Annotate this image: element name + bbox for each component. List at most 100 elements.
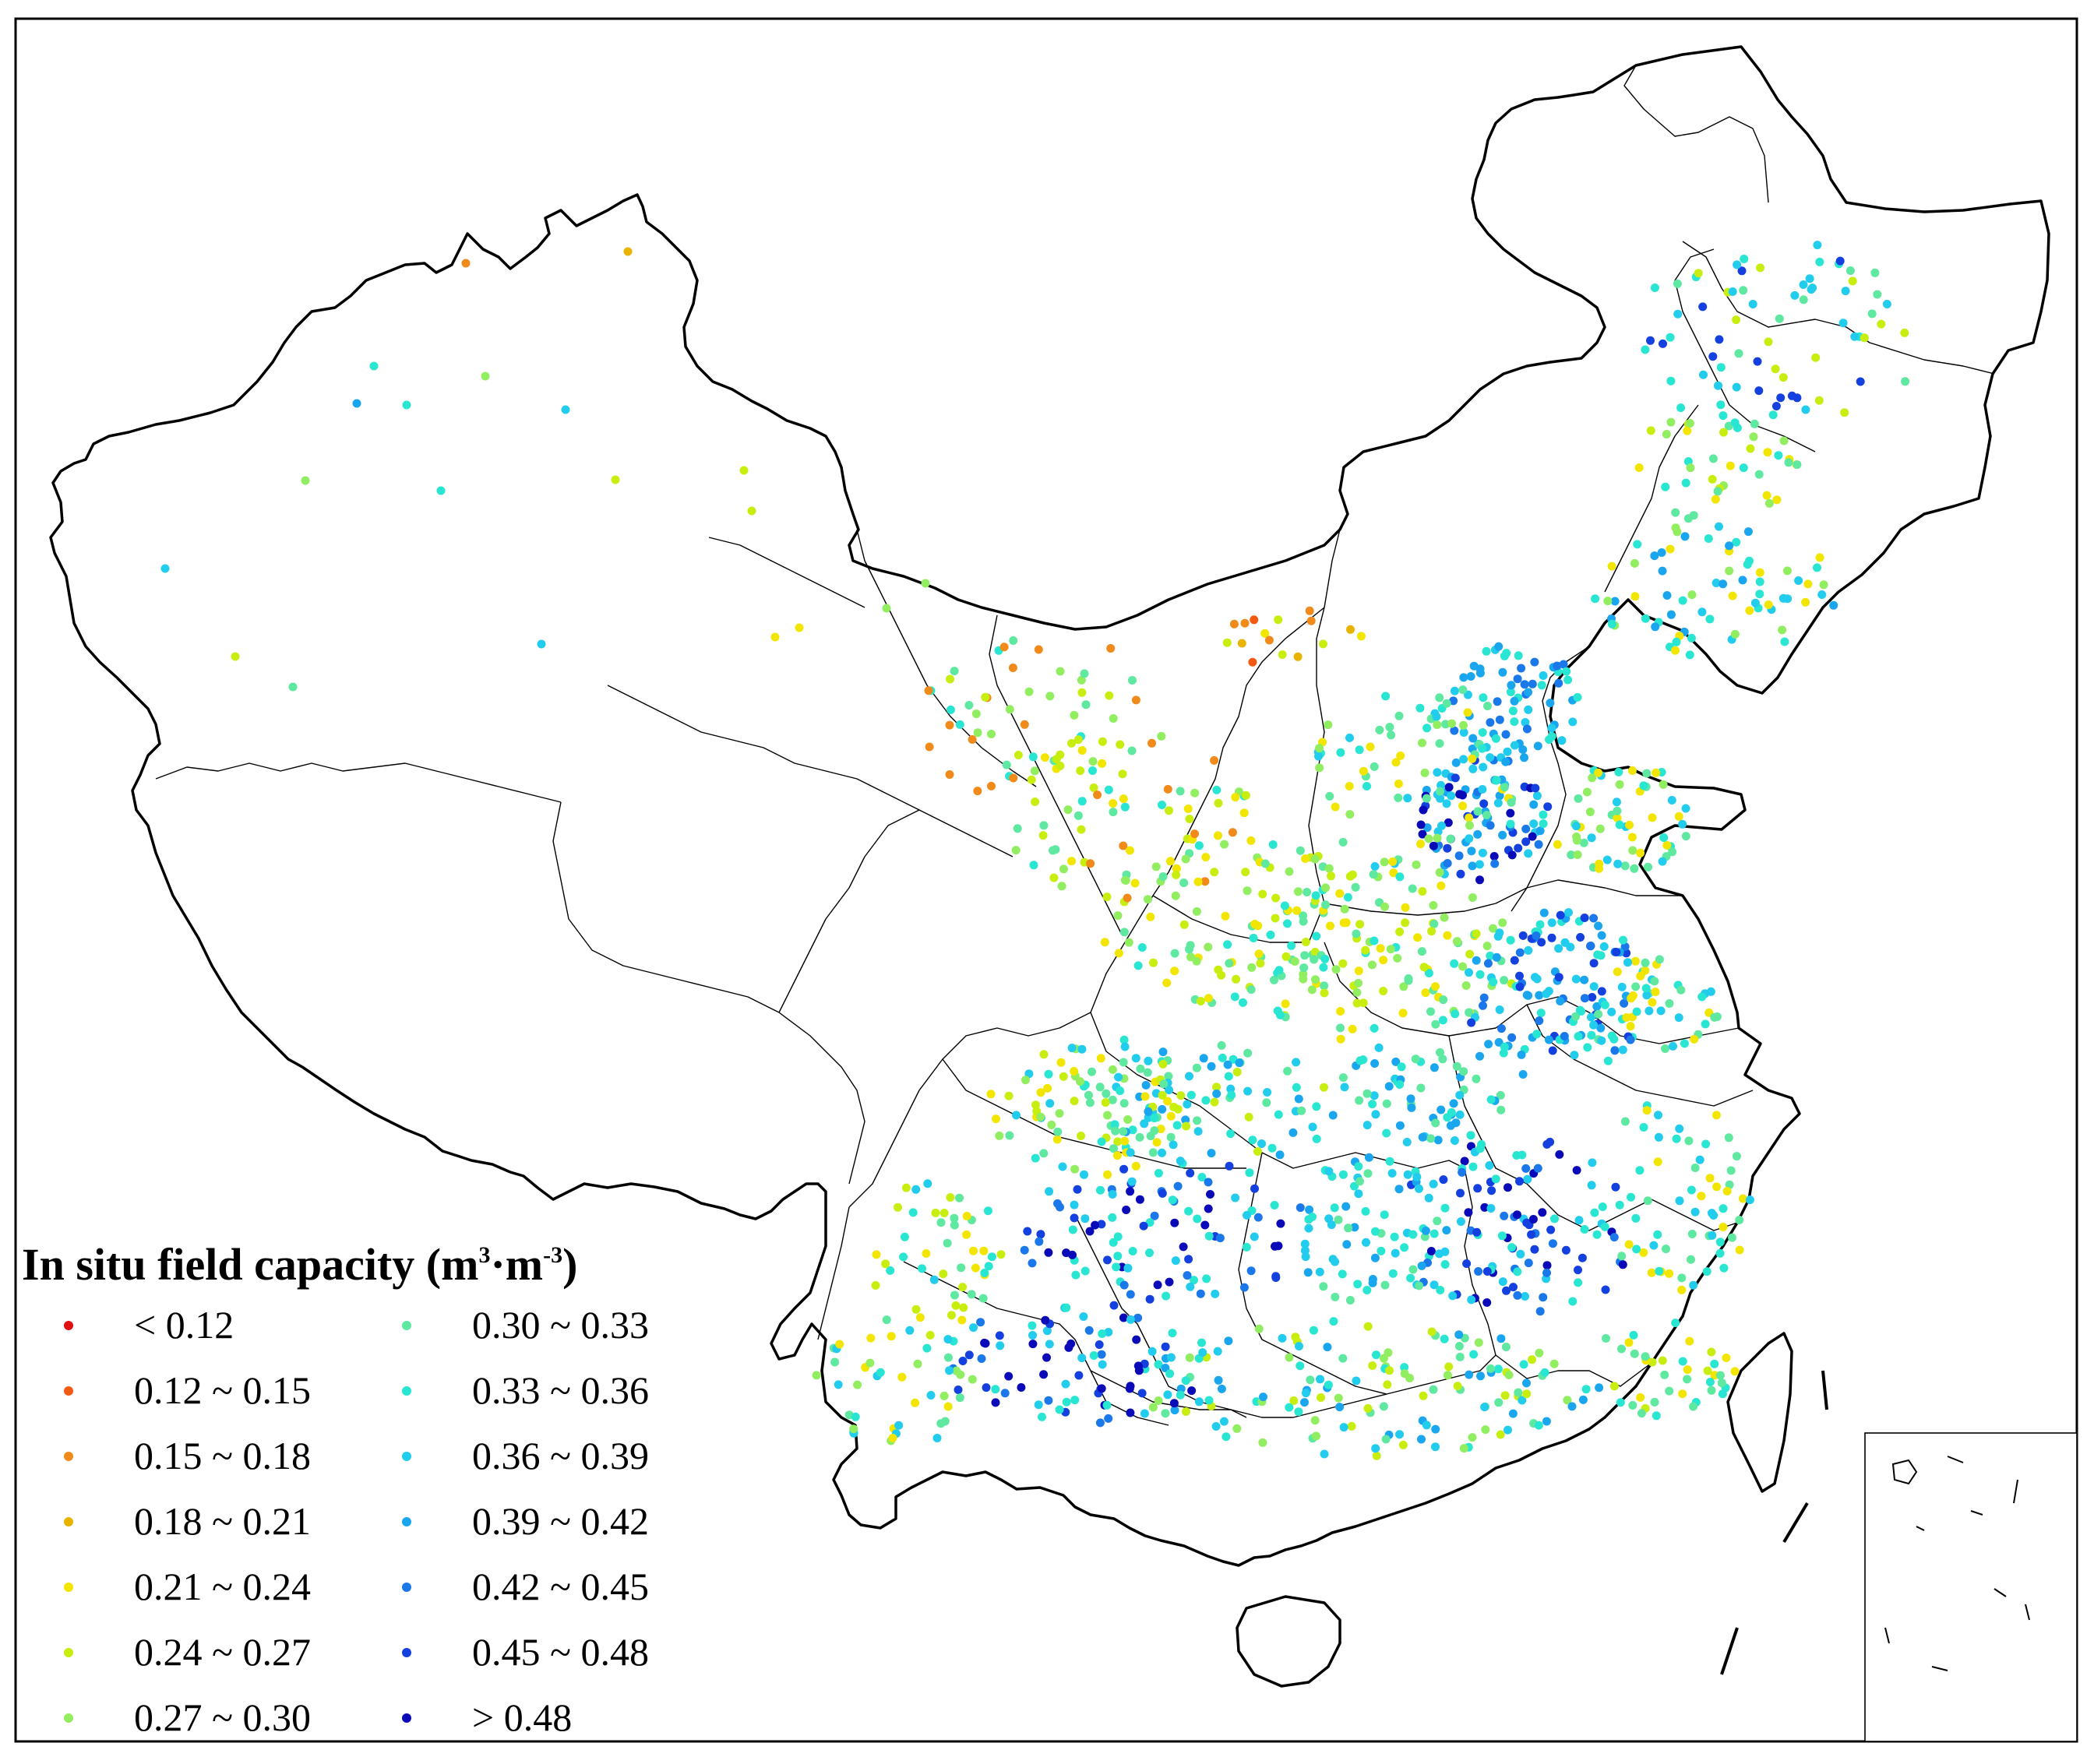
station-point <box>1617 1252 1627 1261</box>
station-point <box>1504 1425 1512 1435</box>
station-point <box>1324 1380 1333 1389</box>
station-point <box>1624 1338 1634 1347</box>
station-point <box>1363 1169 1373 1178</box>
station-point <box>1133 961 1143 970</box>
station-point <box>1144 1107 1153 1116</box>
station-point <box>1662 591 1672 600</box>
station-point <box>1840 408 1849 417</box>
station-point <box>1119 1035 1129 1044</box>
station-point <box>1352 988 1362 997</box>
station-point <box>1184 1255 1193 1264</box>
station-point <box>1380 1280 1390 1290</box>
station-point <box>1217 1040 1226 1050</box>
station-point <box>1165 1086 1174 1094</box>
station-point <box>853 1380 862 1389</box>
station-point <box>1486 951 1495 960</box>
station-points <box>160 241 1910 1460</box>
station-point <box>1130 878 1140 888</box>
station-point <box>1440 1260 1450 1269</box>
station-point <box>1186 941 1195 950</box>
station-point <box>1483 959 1493 968</box>
station-point <box>1323 1343 1332 1352</box>
station-point <box>1459 673 1468 682</box>
station-point <box>1330 1203 1339 1213</box>
station-point <box>1371 1110 1380 1119</box>
station-point <box>1668 847 1677 857</box>
station-point <box>950 1290 959 1300</box>
station-point <box>1648 998 1657 1007</box>
station-point <box>1704 534 1713 543</box>
station-point <box>1370 1253 1380 1262</box>
station-point <box>1095 1340 1104 1349</box>
station-point <box>1438 1016 1447 1025</box>
station-point <box>1456 1188 1465 1198</box>
station-point <box>1128 1247 1137 1255</box>
station-point <box>1732 315 1741 325</box>
station-point <box>1382 1128 1391 1138</box>
station-point <box>950 667 959 676</box>
station-point <box>1521 824 1531 833</box>
station-point <box>1173 1181 1183 1191</box>
station-point <box>1556 997 1565 1005</box>
station-point <box>1694 269 1703 278</box>
station-point <box>1486 821 1495 830</box>
station-point <box>1039 1370 1049 1379</box>
station-point <box>1671 646 1680 655</box>
station-point <box>834 1380 843 1389</box>
station-point <box>1127 1177 1137 1186</box>
station-point <box>1086 859 1095 868</box>
station-point <box>1324 1214 1334 1224</box>
legend-swatch <box>402 1583 411 1592</box>
station-point <box>1077 746 1087 755</box>
station-point <box>1454 851 1464 861</box>
station-point <box>882 1315 891 1325</box>
station-point <box>1480 1202 1489 1212</box>
station-point <box>1161 1409 1170 1418</box>
station-point <box>1225 959 1234 968</box>
station-point <box>1422 794 1431 803</box>
station-point <box>1009 636 1018 645</box>
station-point <box>1395 872 1405 882</box>
station-point <box>1229 619 1239 628</box>
station-point <box>1335 889 1345 898</box>
station-point <box>1685 419 1694 428</box>
station-point <box>901 1183 911 1192</box>
station-point <box>1391 1248 1400 1258</box>
station-point <box>1105 691 1114 700</box>
station-point <box>1634 463 1644 472</box>
station-point <box>921 579 930 588</box>
station-point <box>1113 1137 1123 1146</box>
station-point <box>1147 1347 1157 1356</box>
station-point <box>1437 1105 1446 1114</box>
station-point <box>1300 1398 1309 1407</box>
station-point <box>1528 832 1537 841</box>
station-point <box>1186 952 1195 962</box>
station-point <box>1123 1263 1133 1273</box>
station-point <box>1352 1376 1361 1385</box>
station-point <box>1472 1074 1481 1083</box>
station-point <box>1458 962 1468 971</box>
station-point <box>1230 992 1239 1002</box>
station-point <box>1514 843 1523 853</box>
station-point <box>1521 837 1531 847</box>
station-point <box>1705 1378 1715 1386</box>
station-point <box>1281 999 1290 1009</box>
station-point <box>1559 660 1568 669</box>
station-point <box>1062 1303 1071 1312</box>
station-point <box>1431 1019 1440 1029</box>
station-point <box>1055 1405 1064 1414</box>
station-point <box>1531 973 1539 982</box>
station-point <box>980 1338 989 1347</box>
station-point <box>888 1433 897 1442</box>
station-point <box>1073 811 1083 820</box>
station-point <box>1427 927 1437 936</box>
station-point <box>369 361 379 371</box>
station-point <box>950 1213 959 1223</box>
station-point <box>1756 263 1764 273</box>
station-point <box>1738 576 1747 585</box>
station-point <box>1461 981 1471 990</box>
station-point <box>1715 1371 1725 1380</box>
station-point <box>1732 537 1741 547</box>
station-point <box>1527 1230 1536 1239</box>
station-point <box>1391 1057 1401 1066</box>
